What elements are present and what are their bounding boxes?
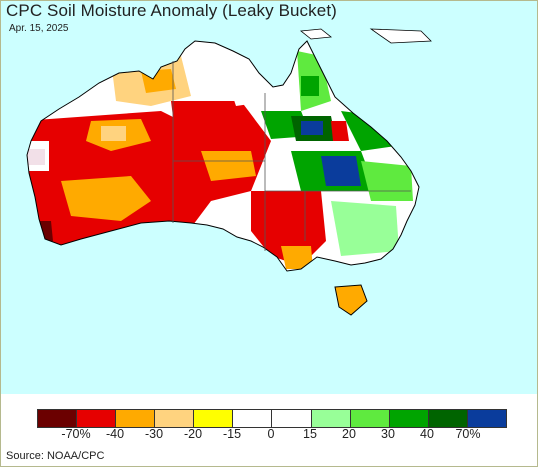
legend-tick: -70% — [61, 427, 91, 441]
color-legend — [37, 409, 507, 428]
legend-tick: 20 — [342, 427, 356, 441]
date-label: Apr. 15, 2025 — [9, 23, 69, 34]
legend-swatch — [350, 410, 390, 427]
legend-tick: 0 — [267, 427, 275, 441]
legend-swatch — [272, 410, 312, 427]
legend-tick: 30 — [381, 427, 395, 441]
legend-swatch — [467, 410, 506, 427]
legend-tick: -30 — [144, 427, 164, 441]
legend-tick: 40 — [420, 427, 434, 441]
legend-tick: 15 — [303, 427, 317, 441]
legend-swatch — [38, 410, 78, 427]
legend-swatch — [116, 410, 156, 427]
legend-swatch — [389, 410, 429, 427]
legend-swatch — [77, 410, 117, 427]
legend-swatch — [194, 410, 234, 427]
legend-swatch — [155, 410, 195, 427]
legend-tick: -15 — [222, 427, 242, 441]
australia-map — [26, 28, 432, 316]
map-area: CPC Soil Moisture Anomaly (Leaky Bucket)… — [1, 1, 537, 394]
legend-tick: -40 — [105, 427, 125, 441]
chart-title: CPC Soil Moisture Anomaly (Leaky Bucket) — [6, 1, 337, 20]
legend-swatch — [311, 410, 351, 427]
source-credit: Source: NOAA/CPC — [6, 450, 105, 462]
legend-swatch — [233, 410, 273, 427]
legend-tick: 70% — [455, 427, 481, 441]
legend-swatch — [428, 410, 468, 427]
legend-tick: -20 — [183, 427, 203, 441]
